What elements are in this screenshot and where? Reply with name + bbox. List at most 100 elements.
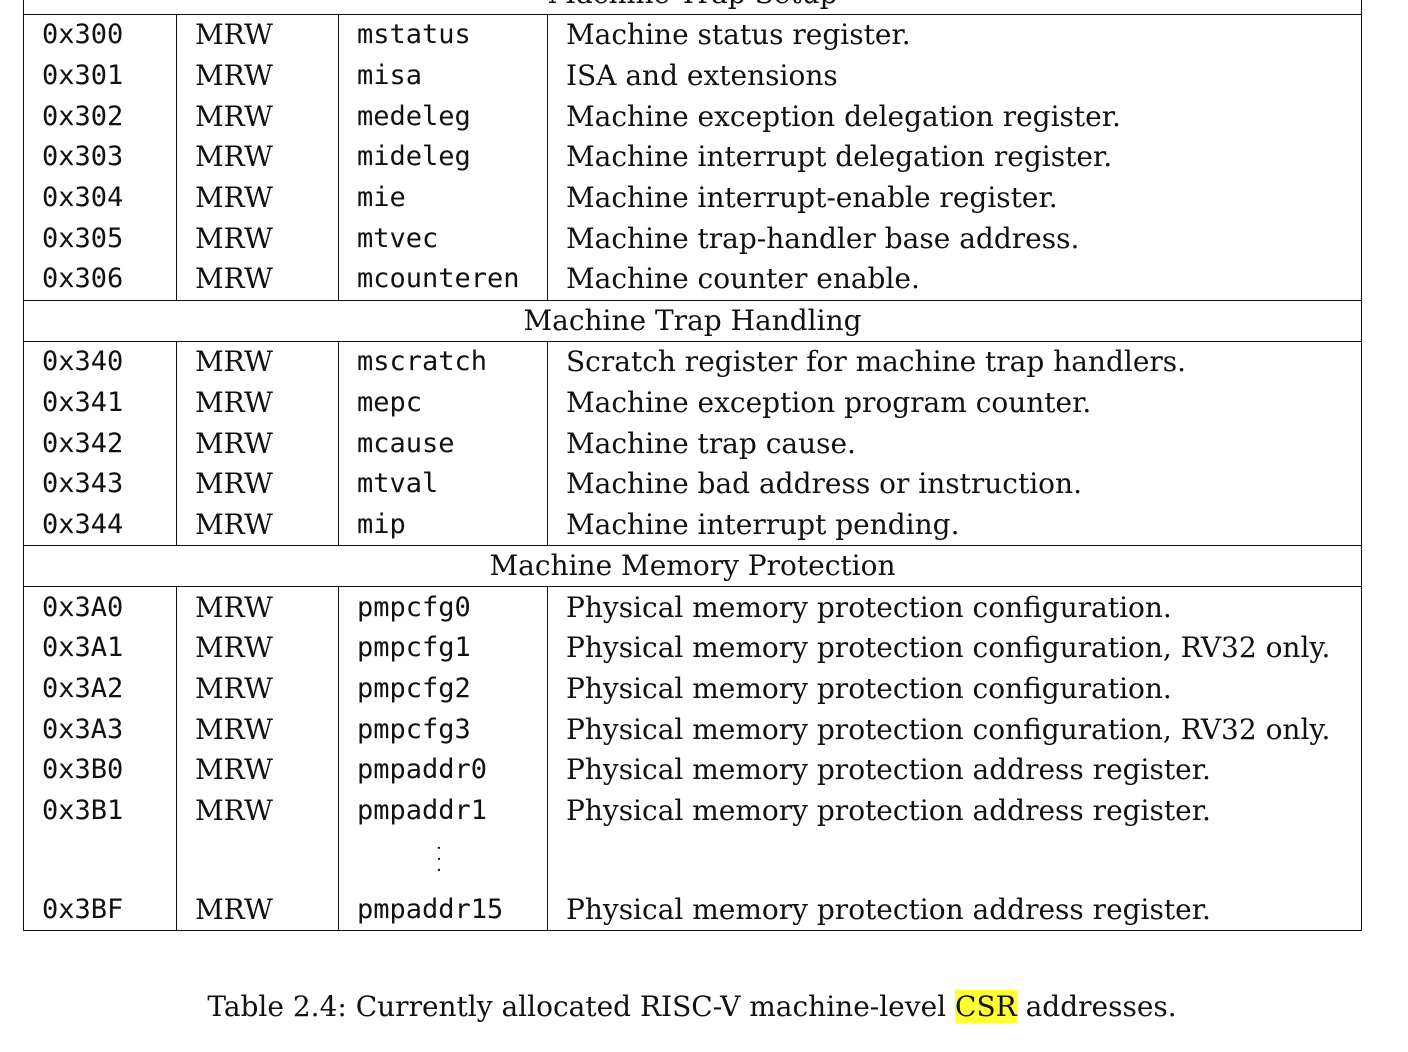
csr-name-cell: mideleg bbox=[338, 137, 548, 178]
csr-name-cell: pmpcfg0 bbox=[338, 586, 548, 628]
csr-number-cell: 0x304 bbox=[23, 177, 177, 219]
section-header-row: Machine Trap Setup bbox=[22, 0, 1363, 15]
table-row: 0x343 MRW mtval Machine bad address or inst… bbox=[23, 463, 1363, 505]
csr-privilege-cell: MRW bbox=[176, 586, 339, 628]
csr-name-cell: · · · bbox=[338, 831, 548, 890]
csr-number-cell: 0x301 bbox=[23, 55, 177, 97]
csr-name-cell: mcounteren bbox=[338, 259, 548, 301]
caption-suffix: addresses. bbox=[1025, 990, 1177, 1023]
csr-description-cell: Physical memory protection configuration… bbox=[547, 586, 1363, 628]
csr-name-cell: pmpcfg1 bbox=[338, 627, 548, 669]
table-row: 0x3B1 MRW pmpaddr1 Physical memory protecti… bbox=[23, 790, 1363, 832]
table-row: · · · bbox=[23, 831, 1363, 890]
csr-number-cell: 0x344 bbox=[23, 504, 177, 546]
csr-privilege-cell: MRW bbox=[176, 382, 339, 424]
csr-description-cell: Machine interrupt delegation register. bbox=[547, 137, 1363, 178]
csr-privilege-cell: MRW bbox=[176, 423, 339, 464]
csr-name-cell: mepc bbox=[338, 382, 548, 424]
csr-description-cell: Physical memory protection address regis… bbox=[547, 790, 1363, 832]
csr-name-cell: mip bbox=[338, 504, 548, 546]
csr-description-cell bbox=[547, 831, 1363, 890]
table-row: 0x305 MRW mtvec Machine trap-handler base a… bbox=[23, 218, 1363, 260]
csr-number-cell: 0x3BF bbox=[23, 889, 177, 932]
csr-name-cell: mtval bbox=[338, 463, 548, 505]
csr-name-cell: misa bbox=[338, 55, 548, 97]
table-row: 0x341 MRW mepc Machine exception program co… bbox=[23, 382, 1363, 424]
csr-privilege-cell: MRW bbox=[176, 790, 339, 832]
csr-privilege-cell: MRW bbox=[176, 137, 339, 178]
csr-privilege-cell: MRW bbox=[176, 55, 339, 97]
csr-privilege-cell: MRW bbox=[176, 177, 339, 219]
csr-privilege-cell: MRW bbox=[176, 889, 339, 932]
csr-description-cell: Physical memory protection configuration… bbox=[547, 709, 1363, 750]
csr-number-cell: 0x343 bbox=[23, 463, 177, 505]
table-caption: Table 2.4: Currently allocated RISC-V ma… bbox=[0, 990, 1384, 1023]
csr-description-cell: Machine exception program counter. bbox=[547, 382, 1363, 424]
csr-privilege-cell: MRW bbox=[176, 259, 339, 301]
csr-number-cell: 0x3A3 bbox=[23, 709, 177, 750]
table-row: 0x300 MRW mstatus Machine status register. bbox=[23, 14, 1363, 56]
csr-number-cell: 0x3A0 bbox=[23, 586, 177, 628]
csr-privilege-cell: MRW bbox=[176, 668, 339, 710]
caption-prefix: Table 2.4: Currently allocated RISC-V ma… bbox=[207, 990, 947, 1023]
section-title: Machine Trap Handling bbox=[22, 299, 1363, 342]
table-row: 0x3A3 MRW pmpcfg3 Physical memory protectio… bbox=[23, 709, 1363, 750]
csr-number-cell bbox=[23, 831, 177, 890]
table-row: 0x344 MRW mip Machine interrupt pending. bbox=[23, 504, 1363, 546]
table-row: 0x304 MRW mie Machine interrupt-enable regi… bbox=[23, 177, 1363, 219]
table-row: 0x340 MRW mscratch Scratch register for mac… bbox=[23, 341, 1363, 383]
csr-privilege-cell: MRW bbox=[176, 341, 339, 383]
csr-privilege-cell: MRW bbox=[176, 14, 339, 56]
csr-name-cell: pmpaddr15 bbox=[338, 889, 548, 932]
section-title: Machine Memory Protection bbox=[22, 545, 1363, 588]
table-row: 0x3B0 MRW pmpaddr0 Physical memory protecti… bbox=[23, 750, 1363, 791]
table-row: 0x3A1 MRW pmpcfg1 Physical memory protectio… bbox=[23, 627, 1363, 669]
csr-number-cell: 0x341 bbox=[23, 382, 177, 424]
csr-description-cell: Physical memory protection configuration… bbox=[547, 627, 1363, 669]
csr-privilege-cell: MRW bbox=[176, 627, 339, 669]
csr-description-cell: Machine interrupt-enable register. bbox=[547, 177, 1363, 219]
csr-name-cell: pmpaddr1 bbox=[338, 790, 548, 832]
csr-number-cell: 0x340 bbox=[23, 341, 177, 383]
csr-name-cell: mscratch bbox=[338, 341, 548, 383]
csr-name-cell: mstatus bbox=[338, 14, 548, 56]
table-row: 0x3A0 MRW pmpcfg0 Physical memory protectio… bbox=[23, 586, 1363, 628]
csr-description-cell: Machine trap-handler base address. bbox=[547, 218, 1363, 260]
csr-address-table: Machine Trap Setup0x300MRWmstatusMachine… bbox=[22, 0, 1363, 932]
csr-description-cell: ISA and extensions bbox=[547, 55, 1363, 97]
csr-privilege-cell: MRW bbox=[176, 463, 339, 505]
csr-privilege-cell: MRW bbox=[176, 750, 339, 791]
csr-number-cell: 0x300 bbox=[23, 14, 177, 56]
csr-description-cell: Scratch register for machine trap handle… bbox=[547, 341, 1363, 383]
csr-name-cell: pmpcfg3 bbox=[338, 709, 548, 750]
csr-description-cell: Machine interrupt pending. bbox=[547, 504, 1363, 546]
csr-description-cell: Machine bad address or instruction. bbox=[547, 463, 1363, 505]
csr-name-cell: medeleg bbox=[338, 96, 548, 138]
table-row: 0x3BF MRW pmpaddr15 Physical memory protect… bbox=[23, 889, 1363, 932]
csr-description-cell: Machine trap cause. bbox=[547, 423, 1363, 464]
csr-privilege-cell: MRW bbox=[176, 504, 339, 546]
csr-name-cell: mcause bbox=[338, 423, 548, 464]
csr-description-cell: Physical memory protection configuration… bbox=[547, 668, 1363, 710]
csr-number-cell: 0x303 bbox=[23, 137, 177, 178]
caption-highlight: CSR bbox=[955, 990, 1017, 1023]
csr-number-cell: 0x306 bbox=[23, 259, 177, 301]
csr-number-cell: 0x3A2 bbox=[23, 668, 177, 710]
csr-number-cell: 0x3B0 bbox=[23, 750, 177, 791]
table-row: 0x303 MRW mideleg Machine interrupt delegat… bbox=[23, 137, 1363, 178]
csr-privilege-cell: MRW bbox=[176, 709, 339, 750]
csr-number-cell: 0x3B1 bbox=[23, 790, 177, 832]
csr-description-cell: Physical memory protection address regis… bbox=[547, 750, 1363, 791]
csr-number-cell: 0x342 bbox=[23, 423, 177, 464]
csr-name-cell: mtvec bbox=[338, 218, 548, 260]
csr-privilege-cell: MRW bbox=[176, 218, 339, 260]
csr-privilege-cell: MRW bbox=[176, 96, 339, 138]
section-header-row: Machine Trap Handling bbox=[22, 299, 1363, 342]
table-row: 0x302 MRW medeleg Machine exception delegat… bbox=[23, 96, 1363, 138]
csr-name-cell: pmpcfg2 bbox=[338, 668, 548, 710]
csr-description-cell: Machine counter enable. bbox=[547, 259, 1363, 301]
vertical-ellipsis-icon: · · · bbox=[436, 837, 442, 881]
csr-table-body: Machine Trap Setup0x300MRWmstatusMachine… bbox=[22, 0, 1363, 932]
section-header-row: Machine Memory Protection bbox=[22, 545, 1363, 588]
csr-number-cell: 0x302 bbox=[23, 96, 177, 138]
